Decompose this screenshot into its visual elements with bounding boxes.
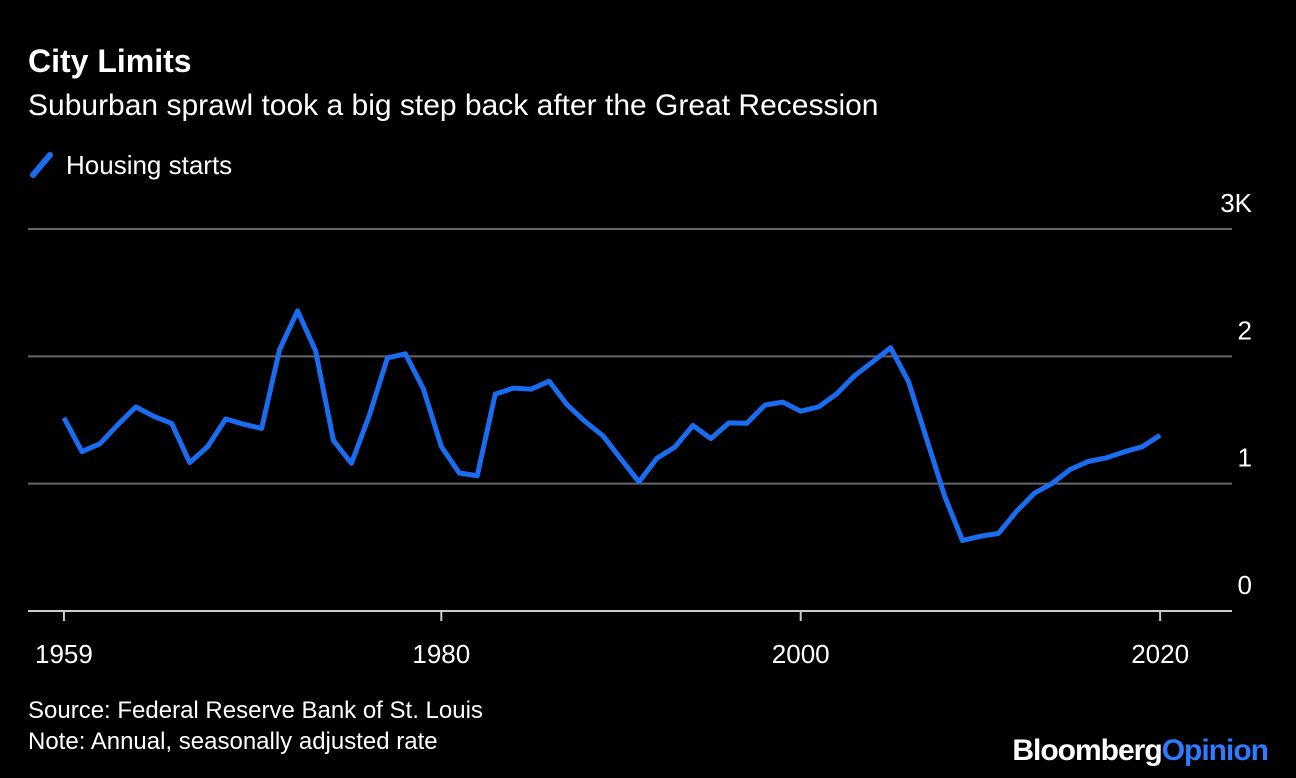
legend-swatch: [30, 152, 53, 178]
y-tick-label: 3K: [1220, 188, 1252, 218]
x-tick-label: 2020: [1131, 639, 1189, 669]
chart-subtitle: Suburban sprawl took a big step back aft…: [28, 89, 878, 122]
y-tick-label: 1: [1238, 443, 1252, 473]
chart-title: City Limits: [28, 43, 192, 79]
x-tick-label: 1959: [35, 639, 93, 669]
brand-section: Opinion: [1162, 734, 1268, 767]
note: Note: Annual, seasonally adjusted rate: [28, 728, 438, 755]
y-tick-label: 2: [1238, 315, 1252, 345]
x-tick-label: 1980: [412, 639, 470, 669]
legend-label: Housing starts: [66, 150, 232, 180]
y-tick-label: 0: [1238, 570, 1252, 600]
brand-name: Bloomberg: [1012, 734, 1161, 767]
data-line: [61, 308, 1162, 543]
source: Source: Federal Reserve Bank of St. Loui…: [28, 697, 483, 724]
x-tick-label: 2000: [772, 639, 830, 669]
brand-logo: BloombergOpinion: [1012, 734, 1268, 767]
